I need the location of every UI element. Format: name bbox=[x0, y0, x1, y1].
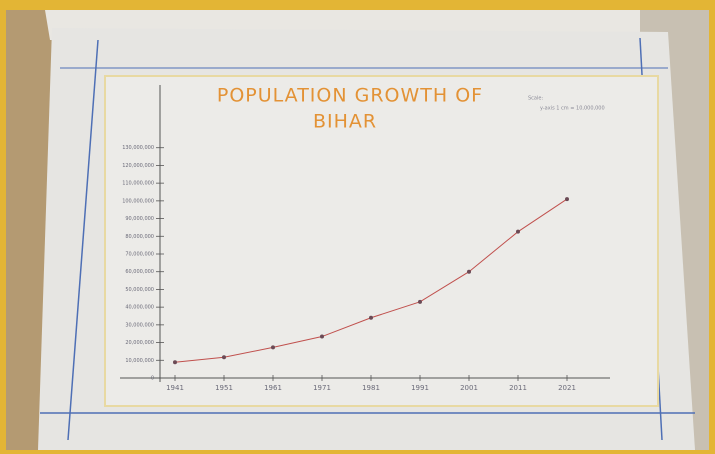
x-tick-label: 1991 bbox=[411, 384, 429, 392]
y-tick-label: 50,000,000 bbox=[125, 287, 154, 293]
y-tick-label: 120,000,000 bbox=[122, 163, 154, 169]
x-tick-label: 1981 bbox=[362, 384, 380, 392]
scale-note: Scale: bbox=[528, 96, 543, 102]
y-tick-label: 130,000,000 bbox=[122, 145, 154, 151]
data-point bbox=[222, 355, 226, 359]
y-tick-label: 100,000,000 bbox=[122, 198, 154, 204]
y-tick-label: 80,000,000 bbox=[125, 234, 154, 240]
y-tick-label: 30,000,000 bbox=[125, 322, 154, 328]
y-tick-label: 90,000,000 bbox=[125, 216, 154, 222]
x-tick-label: 1951 bbox=[215, 384, 233, 392]
x-tick-label: 1971 bbox=[313, 384, 331, 392]
y-tick-label: 110,000,000 bbox=[122, 181, 154, 187]
y-tick-label: 40,000,000 bbox=[125, 305, 154, 311]
data-point bbox=[173, 360, 177, 364]
data-point bbox=[516, 230, 520, 234]
y-tick-label: 70,000,000 bbox=[125, 252, 154, 258]
scale-note: y-axis 1 cm = 10,000,000 bbox=[540, 106, 605, 112]
chart-title: BIHAR bbox=[313, 111, 377, 133]
data-point bbox=[320, 335, 324, 339]
photo: POPULATION GROWTH OF BIHAR Scale: y-axis… bbox=[0, 0, 715, 450]
x-tick-label: 2021 bbox=[558, 384, 576, 392]
chart-frame bbox=[105, 76, 658, 406]
y-tick-label: 0 bbox=[151, 376, 154, 382]
y-tick-label: 10,000,000 bbox=[125, 358, 154, 364]
x-tick-label: 2011 bbox=[509, 384, 527, 392]
chart-title: POPULATION GROWTH OF bbox=[217, 85, 483, 107]
x-tick-label: 2001 bbox=[460, 384, 478, 392]
page: POPULATION GROWTH OF BIHAR Scale: y-axis… bbox=[0, 0, 715, 450]
data-point bbox=[271, 345, 275, 349]
data-point bbox=[418, 300, 422, 304]
data-point bbox=[369, 316, 373, 320]
data-point bbox=[467, 270, 471, 274]
x-tick-label: 1961 bbox=[264, 384, 282, 392]
data-point bbox=[565, 197, 569, 201]
y-tick-label: 60,000,000 bbox=[125, 269, 154, 275]
y-tick-label: 20,000,000 bbox=[125, 340, 154, 346]
x-tick-label: 1941 bbox=[166, 384, 184, 392]
